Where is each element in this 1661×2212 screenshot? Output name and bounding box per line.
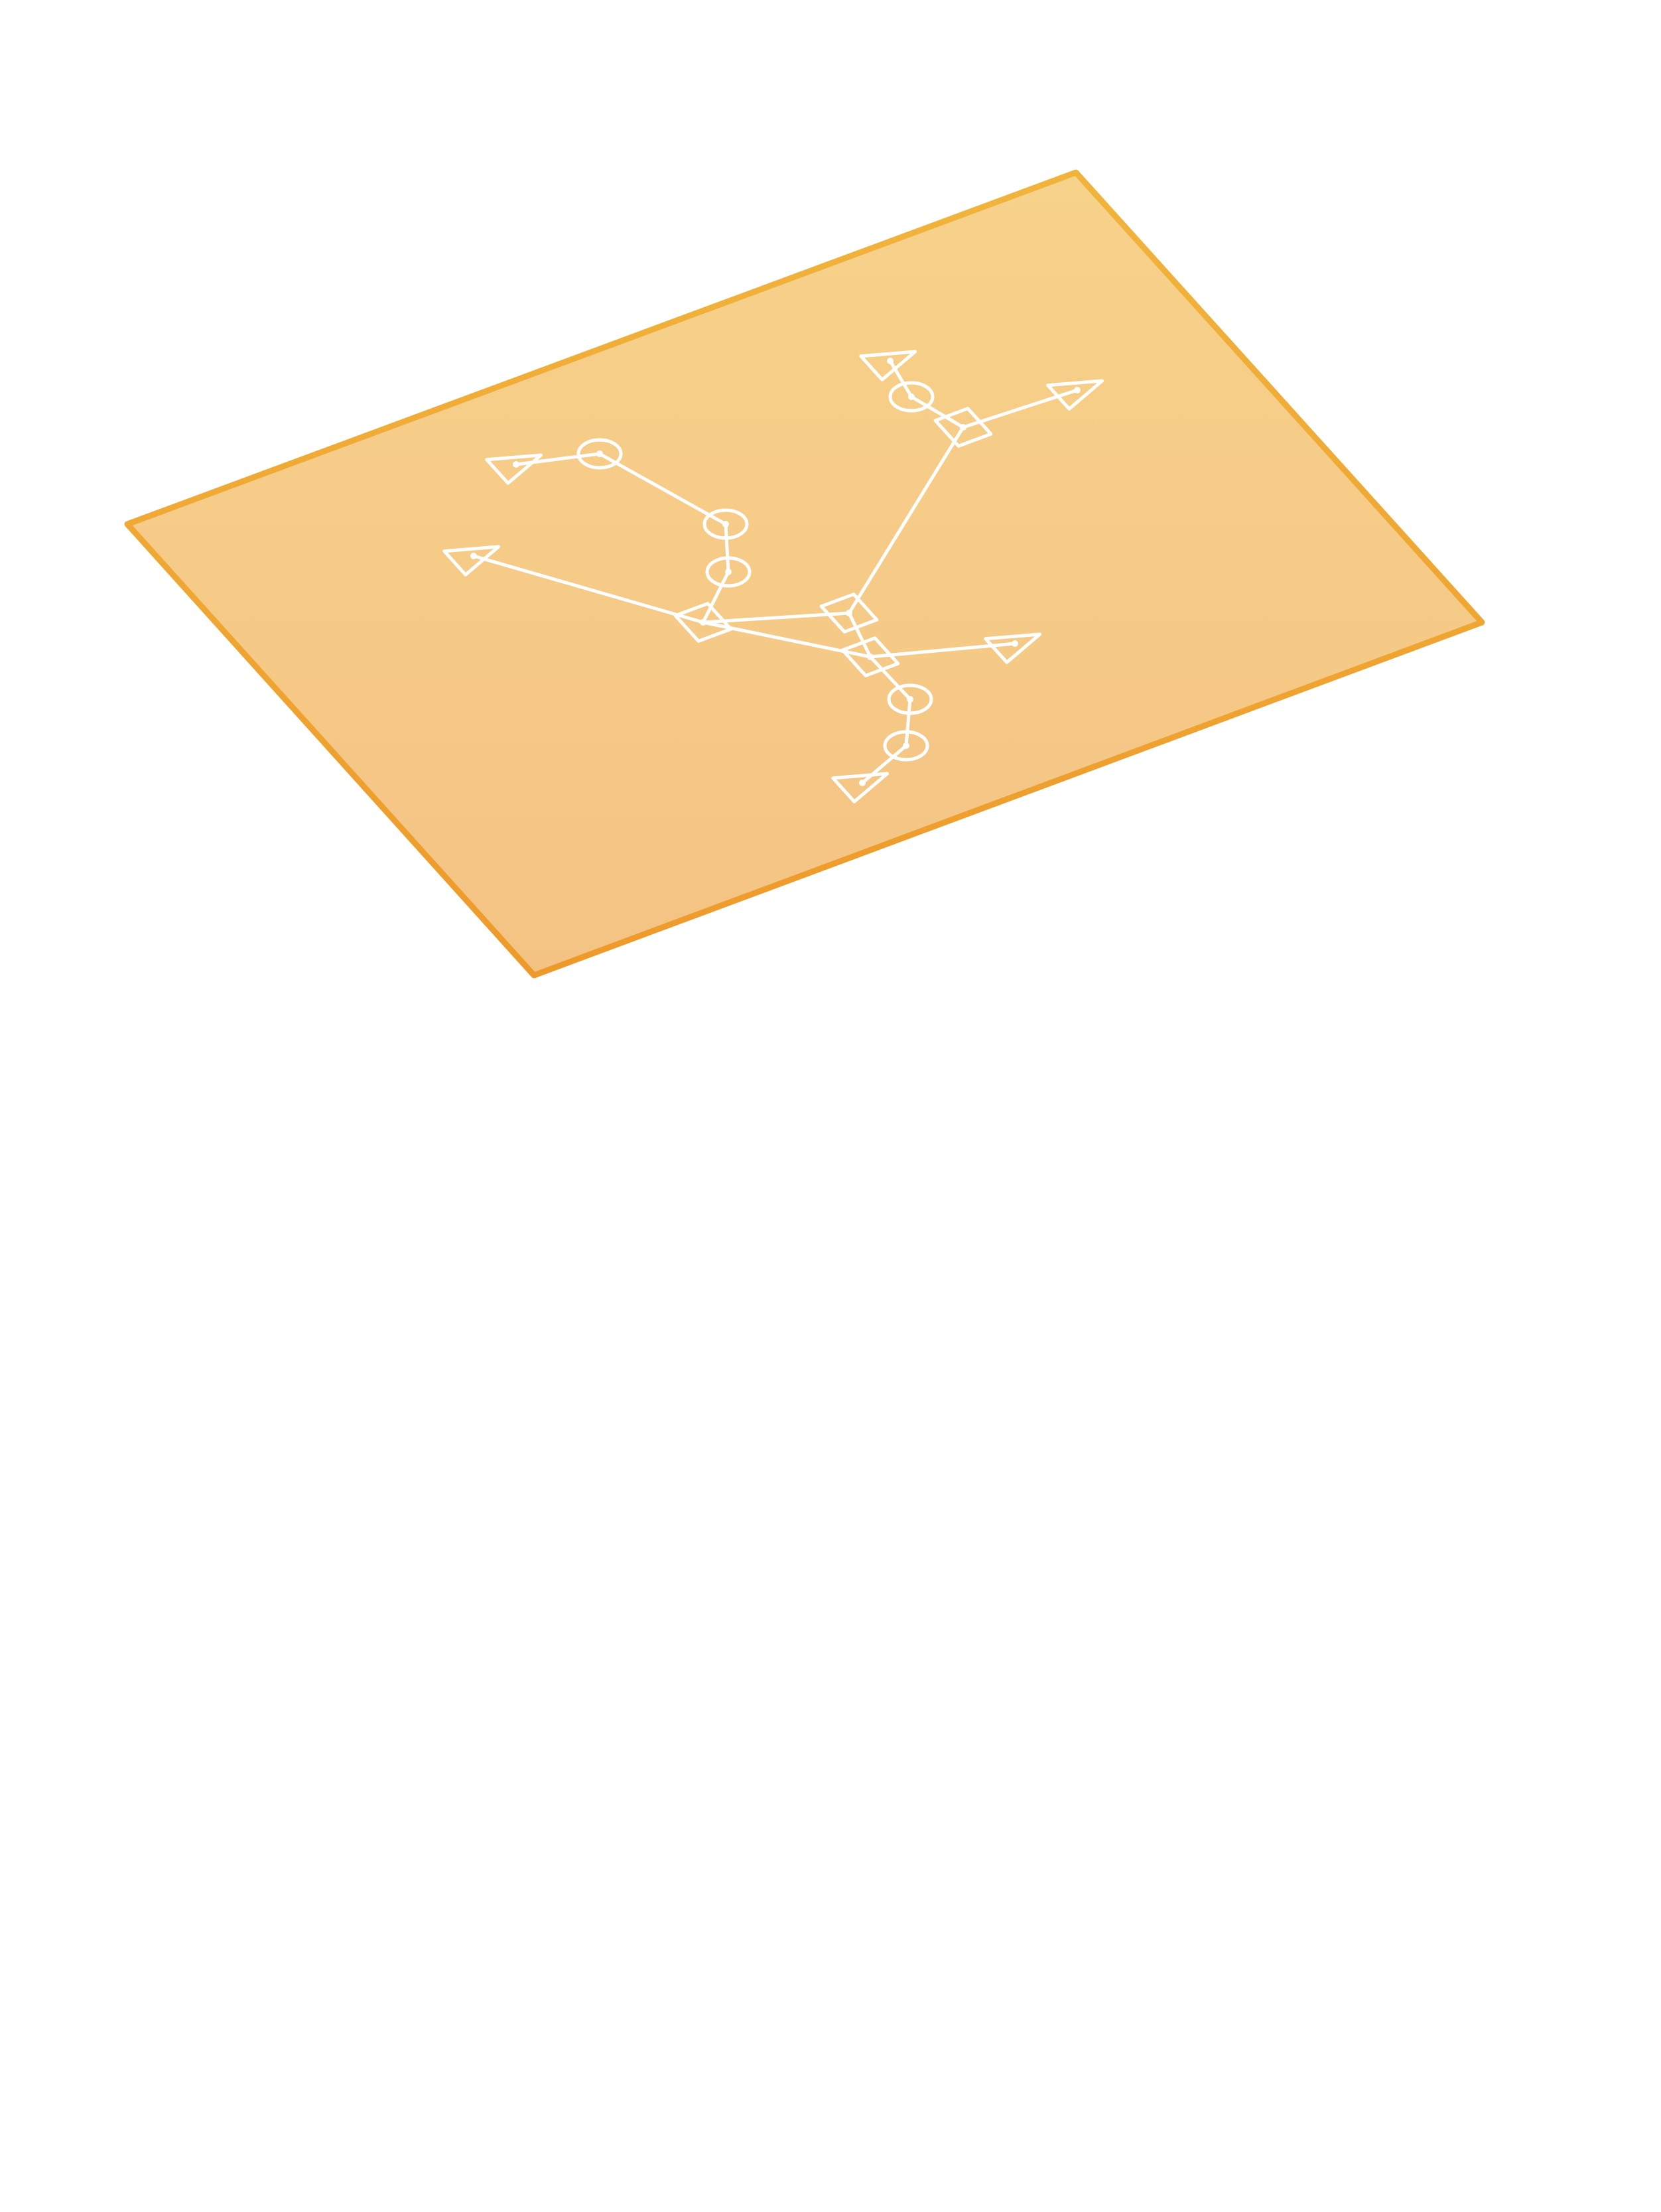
circle-node-shape bbox=[888, 381, 935, 413]
graph-node-diamond-d1 bbox=[673, 602, 733, 643]
triangle-node-shape bbox=[442, 545, 501, 577]
graph-node-circle-c5 bbox=[887, 683, 933, 715]
graph-node-circle-c1 bbox=[576, 438, 623, 470]
circle-node-shape bbox=[576, 438, 623, 470]
graph-edge-c4-t3 bbox=[888, 359, 913, 399]
circle-node-shape bbox=[887, 683, 933, 715]
graph-edge-d4-c5 bbox=[868, 655, 912, 701]
graph-edge-c2-c3 bbox=[724, 522, 730, 574]
graph-edge-c3-d1 bbox=[701, 570, 730, 624]
node-center-dot bbox=[960, 424, 966, 431]
graph-node-circle-c3 bbox=[705, 556, 752, 588]
diamond-node-shape bbox=[933, 407, 993, 448]
node-center-dot bbox=[1074, 387, 1081, 393]
diamond-node-shape bbox=[819, 592, 879, 634]
circle-node-shape bbox=[883, 730, 929, 762]
node-center-dot bbox=[903, 742, 909, 749]
graph-nodes bbox=[442, 350, 1104, 803]
graph-node-circle-c2 bbox=[702, 508, 749, 540]
triangle-node-shape bbox=[1046, 379, 1104, 411]
graph-node-triangle-t1 bbox=[485, 453, 543, 485]
graph-edge-c5-c6 bbox=[904, 697, 912, 748]
graph-node-triangle-t4 bbox=[1046, 379, 1104, 411]
diamond-node-shape bbox=[840, 636, 900, 677]
node-center-dot bbox=[596, 450, 603, 457]
graph-node-circle-c6 bbox=[883, 730, 929, 762]
node-center-dot bbox=[908, 393, 915, 400]
graph-edge-d1-d2 bbox=[701, 611, 851, 624]
graph-node-circle-c4 bbox=[888, 381, 935, 413]
node-center-dot bbox=[859, 780, 866, 786]
graph-node-triangle-t2 bbox=[442, 545, 501, 577]
graph-node-triangle-t5 bbox=[984, 632, 1042, 664]
circle-node-shape bbox=[702, 508, 749, 540]
triangle-node-shape bbox=[984, 632, 1042, 664]
triangle-node-shape bbox=[831, 772, 890, 803]
graph-node-diamond-d3 bbox=[933, 407, 993, 448]
graph-node-triangle-t6 bbox=[831, 772, 890, 803]
node-center-dot bbox=[1012, 640, 1018, 647]
node-center-dot bbox=[867, 654, 874, 660]
graph-node-triangle-t3 bbox=[859, 350, 917, 381]
circle-node-shape bbox=[705, 556, 752, 588]
node-center-dot bbox=[722, 521, 729, 527]
node-center-dot bbox=[907, 696, 913, 703]
graph-edge-d3-c4 bbox=[909, 395, 965, 429]
graph-node-diamond-d4 bbox=[840, 636, 900, 677]
graph-edge-d2-d3 bbox=[847, 425, 965, 615]
graph-node-diamond-d2 bbox=[819, 592, 879, 634]
diamond-node-shape bbox=[673, 602, 733, 643]
node-center-dot bbox=[470, 553, 477, 559]
node-center-dot bbox=[846, 610, 852, 616]
graph-edge-c1-c2 bbox=[598, 452, 728, 526]
graph-edge-d2-d4 bbox=[847, 611, 872, 659]
node-center-dot bbox=[700, 619, 706, 626]
node-center-dot bbox=[725, 569, 732, 575]
triangle-node-shape bbox=[485, 453, 543, 485]
plane-surface bbox=[124, 169, 1485, 979]
graph-edge-t2-d1 bbox=[472, 554, 705, 624]
node-center-dot bbox=[887, 358, 894, 364]
triangle-node-shape bbox=[859, 350, 917, 381]
node-center-dot bbox=[513, 461, 519, 468]
